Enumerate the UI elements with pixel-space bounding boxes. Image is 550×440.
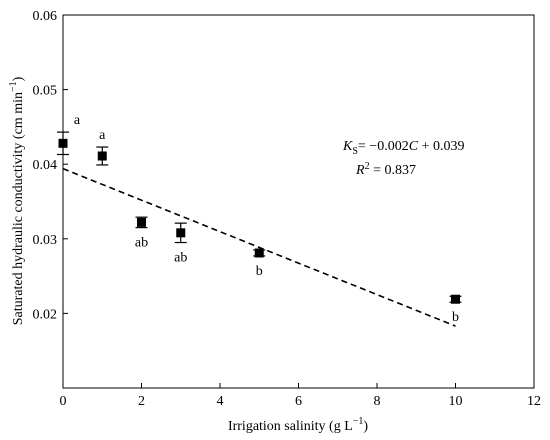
x-axis-title: Irrigation salinity (g L−1) [228,416,368,434]
y-tick-label: 0.04 [33,158,58,173]
point-marker [451,294,460,304]
fit-line [62,167,456,327]
x-tick-label: 12 [527,394,541,409]
point-marker [97,151,107,161]
significance-label: b [256,264,263,279]
x-tick-label: 4 [217,394,224,409]
regression-equation: KS= −0.002C + 0.039 [342,139,464,157]
point-marker [176,228,186,238]
y-axis-title: Saturated hydraulic conductivity (cm min… [8,76,26,325]
significance-label: ab [135,236,148,251]
y-tick-label: 0.06 [33,9,58,24]
y-tick-label: 0.02 [33,307,58,322]
data-point: ab [174,222,187,266]
r-squared: R2 = 0.837 [355,161,416,178]
y-tick-label: 0.05 [33,84,58,99]
x-tick-label: 10 [449,394,463,409]
data-point: b [449,294,462,325]
point-marker [254,248,264,258]
x-tick-label: 8 [374,394,381,409]
axis-ticks: 0 2 4 6 8 10 12 0.02 0.03 0.04 0.05 0.06 [33,9,542,409]
data-point: a [57,113,81,156]
x-tick-label: 0 [60,394,67,409]
significance-label: a [99,128,106,143]
point-marker [137,217,146,227]
data-point: b [253,248,266,279]
point-marker [58,138,68,148]
significance-label: b [452,310,459,325]
data-point: ab [135,216,148,251]
x-tick-label: 2 [138,394,145,409]
y-tick-label: 0.03 [33,233,58,248]
significance-label: a [74,113,81,128]
fit-line-group [62,167,456,327]
significance-label: ab [174,251,187,266]
data-points: a a ab ab b b [57,113,462,325]
plot-frame [62,14,535,389]
data-point: a [96,128,109,166]
x-tick-label: 6 [295,394,302,409]
